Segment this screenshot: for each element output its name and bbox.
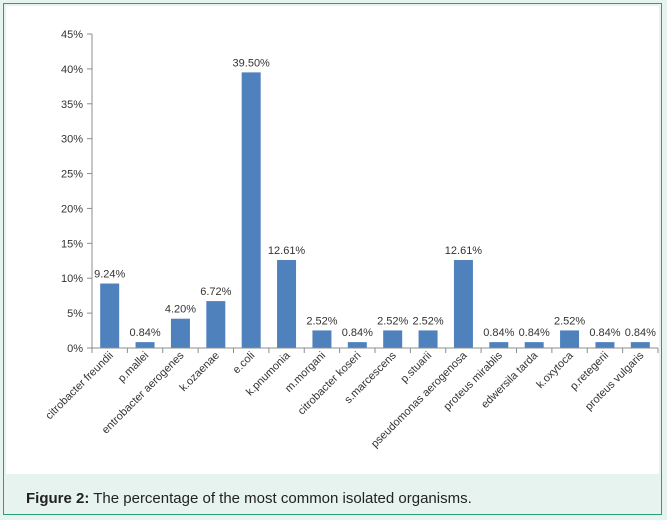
bar [595,342,615,348]
data-label: 0.84% [625,327,656,339]
y-tick-label: 10% [61,273,83,285]
y-tick-label: 0% [67,343,83,355]
data-label: 12.61% [445,245,483,257]
data-label: 4.20% [165,304,196,316]
data-label: 0.84% [519,327,550,339]
chart-area [6,6,659,474]
bar [170,318,190,348]
figure-caption: Figure 2: The percentage of the most com… [26,490,472,507]
caption-text: The percentage of the most common isolat… [89,490,472,507]
data-label: 2.52% [377,315,408,327]
data-label: 2.52% [306,315,337,327]
y-tick-label: 15% [61,238,83,250]
y-tick-label: 30% [61,134,83,146]
y-tick-label: 20% [61,203,83,215]
figure-frame: Figure 2: The percentage of the most com… [3,3,662,515]
bar [453,260,473,348]
bar [418,330,438,348]
category-label: p.stuarii [398,350,434,386]
category-label: citrobacter freundii [43,350,115,422]
data-label: 0.84% [342,327,373,339]
bar [383,330,403,348]
bar [524,342,544,348]
data-label: 2.52% [554,315,585,327]
y-tick-label: 45% [61,29,83,41]
bar [241,72,261,348]
data-label: 39.50% [233,57,271,69]
category-label: citrobacter koseri [296,350,364,418]
data-label: 2.52% [412,315,443,327]
y-tick-label: 40% [61,64,83,76]
caption-label: Figure 2: [26,490,90,507]
bar [489,342,509,348]
bar [312,330,332,348]
y-tick-label: 35% [61,99,83,111]
bar [630,342,650,348]
category-label: p.mallei [116,350,151,385]
bar-chart: 0% 5% 10% 15% 20% 25% 30% 35% 40% 45% 9.24% citroba… [43,29,659,450]
category-label: e.coli [231,350,258,377]
data-label: 0.84% [589,327,620,339]
data-label: 0.84% [129,327,160,339]
data-label: 12.61% [268,245,306,257]
bar [135,342,155,348]
data-label: 6.72% [200,286,231,298]
bar [347,342,367,348]
data-label: 0.84% [483,327,514,339]
y-tick-label: 5% [67,308,83,320]
data-label: 9.24% [94,269,125,281]
y-tick-label: 25% [61,169,83,181]
bar [100,283,120,348]
bar [277,260,297,348]
bar [560,330,580,348]
bar [206,301,226,348]
